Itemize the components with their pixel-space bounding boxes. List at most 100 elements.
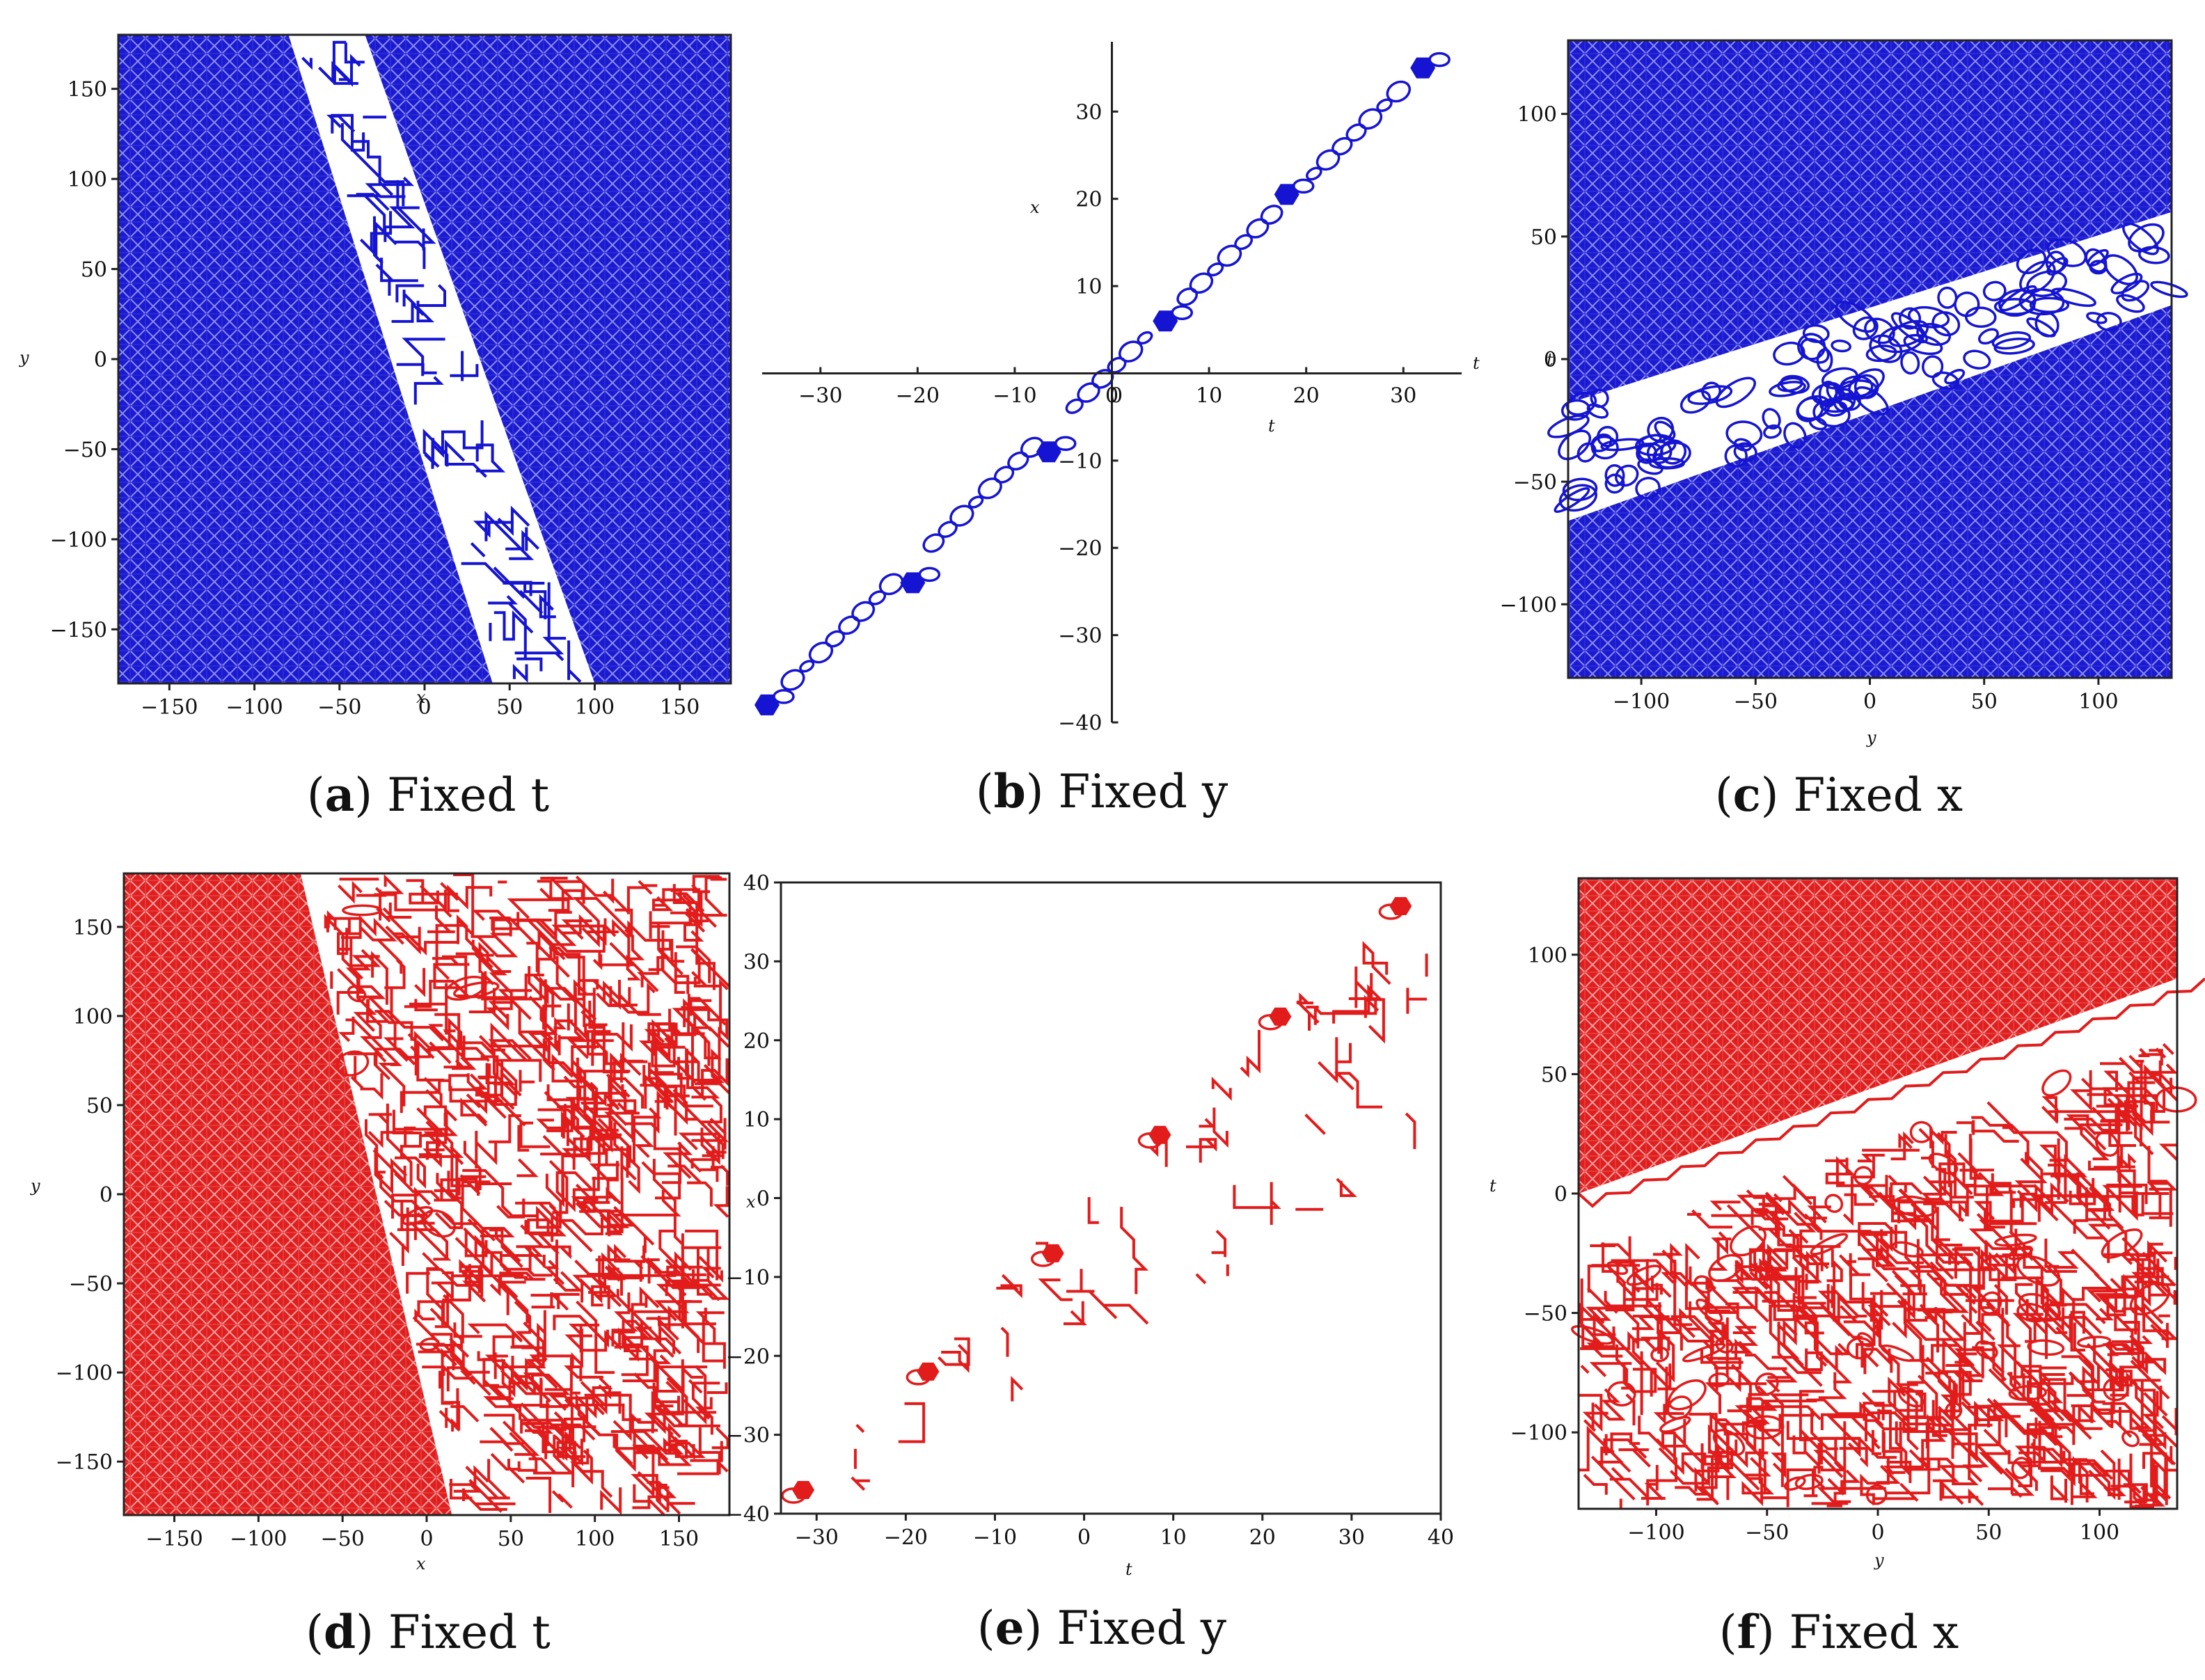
panel-e-peak-ring	[1258, 1013, 1283, 1031]
panel-c-contour-ring	[2128, 223, 2165, 253]
panel-c-contour-ring	[1937, 286, 1958, 309]
panel-c: −100 −50 0 50 100 100 50 0 −50 −100 t y (c) Fixed …	[1500, 39, 2188, 822]
panel-b-caption-text: Fixed y	[1058, 765, 1228, 818]
panel-c-contour-ring	[1819, 397, 1854, 413]
panel-b-ytick-label: 10	[1075, 275, 1102, 299]
panel-c-contour-ring	[2122, 222, 2159, 255]
panel-f-contour-ring	[1715, 1337, 1734, 1354]
panel-f-contour-ring	[1865, 1484, 1888, 1505]
panel-e-peak	[1389, 897, 1412, 916]
panel-f-contour-ring	[1708, 1372, 1730, 1388]
panel-c-contour-ring	[1590, 435, 1619, 460]
panel-d-contour-ring	[335, 1050, 370, 1077]
panel-c-plot	[1547, 40, 2188, 678]
panel-f-boundary-edge	[1577, 977, 2205, 1208]
panel-e-peak-ring	[1378, 903, 1404, 920]
panel-f-contour-ring	[1666, 1395, 1693, 1420]
panel-b-ytick-label: −20	[1058, 537, 1102, 561]
panel-b-peak-ring	[918, 566, 941, 583]
panel-a-xtick-label: −150	[141, 695, 198, 720]
panel-c-contour-ring	[1604, 463, 1625, 487]
panel-e-caption: (e) Fixed y	[977, 1601, 1227, 1655]
panel-f-contour-ring	[2008, 1385, 2048, 1402]
panel-c-contour-ring	[2103, 254, 2138, 285]
panel-e-ytick-label: 20	[743, 1029, 770, 1054]
panel-d-contour-ring	[402, 1206, 434, 1226]
panel-d-ytick-label: −150	[56, 1450, 113, 1475]
panel-e-ytick-label: 10	[743, 1108, 770, 1132]
panel-b-contour-ring	[851, 601, 876, 622]
panel-d-contour-ring	[422, 1209, 456, 1238]
panel-a-ytick-label: −50	[63, 438, 107, 462]
panel-c-contour-ring	[1762, 408, 1781, 430]
panel-e-caption-letter: e	[995, 1601, 1025, 1655]
panel-a: −150 −100 −50 0 50 100 150150100500−50−100−150…	[19, 33, 732, 822]
panel-f-contour-ring	[1571, 1325, 1614, 1345]
panel-f-contour-ring	[2018, 1292, 2062, 1322]
panel-f-contour-ring	[1794, 1473, 1824, 1491]
panel-c-contour-ring	[1954, 291, 1980, 317]
panel-e-peak	[1041, 1244, 1064, 1262]
panel-c-contour-ring	[1816, 348, 1833, 373]
panel-f-xtick-label: −100	[1627, 1521, 1684, 1545]
panel-c-contour-ring	[1890, 312, 1928, 344]
panel-c-ylabel: t	[1547, 350, 1554, 370]
panel-c-contour-ring	[1963, 349, 1991, 370]
panel-c-caption-text: Fixed x	[1794, 768, 1963, 822]
panel-f-contour-ring	[1928, 1152, 1959, 1175]
panel-c-contour-ring	[2026, 317, 2056, 338]
panel-f-contour-ring	[1909, 1120, 1934, 1143]
panel-d-plot	[124, 873, 731, 1516]
panel-d-contour-lines	[324, 873, 731, 1516]
panel-b-contour-ring	[993, 466, 1015, 484]
panel-c-contour-ring	[1763, 424, 1782, 439]
panel-d-ytick-label: −50	[69, 1272, 113, 1297]
panel-a-ytick-label: −150	[50, 618, 107, 642]
panel-b-contour-ring	[799, 660, 815, 673]
panel-d-contour-ring	[347, 985, 367, 1003]
panel-c-contour-ring	[1831, 339, 1851, 353]
panel-b-xtick-label: −30	[798, 383, 842, 408]
panel-b-contour-ring	[1345, 123, 1367, 142]
panel-c-contour-ring	[2110, 272, 2143, 294]
panel-d-contour-ring	[445, 975, 487, 1001]
panel-b-contour-ring	[922, 533, 945, 553]
panel-c-contour-ring	[1724, 444, 1748, 468]
panel-c-xtick-label: 0	[1863, 690, 1876, 714]
panel-b-contour-ring	[1246, 218, 1270, 239]
panel-f-contour-ring	[1755, 1372, 1779, 1396]
panel-f-contour-ring	[1650, 1346, 1670, 1363]
panel-c-contour-ring	[1554, 487, 1590, 513]
panel-b-peak-ring	[1054, 436, 1077, 452]
panel-f-caption-text: Fixed x	[1789, 1606, 1959, 1659]
panel-b-peak	[1410, 57, 1436, 79]
panel-c-contour-ring	[1991, 331, 2032, 350]
panel-f-contour-ring	[1626, 1265, 1662, 1286]
panel-f-contour-ring	[1975, 1340, 1998, 1360]
panel-c-xtick-label: 50	[1971, 690, 1998, 714]
panel-a-ytick-label: 50	[81, 258, 107, 283]
panel-c-contour-ring	[2138, 246, 2170, 264]
panel-c-contour-ring	[1931, 311, 1961, 337]
panel-a-xtick-label: 50	[496, 695, 523, 720]
panel-f-contour-ring	[1745, 1415, 1785, 1440]
panel-c-contour-ring	[2029, 296, 2070, 313]
panel-d-contour-fill	[124, 873, 452, 1515]
panel-f-contour-ring	[1708, 1253, 1744, 1283]
panel-f: −100 −50 0 50 100 100 50 0 −50 −100 y t (f) Fixed…	[1489, 877, 2205, 1659]
panel-e-peak-ring	[906, 1369, 931, 1386]
panel-d-ytick-label: 100	[73, 1005, 113, 1029]
panel-b-axes: −30 −20 −10 0 10 20 30 0 30 20 10 −10 −20 −30 −40	[762, 42, 1462, 736]
panel-f-ytick-label: 0	[1554, 1182, 1567, 1207]
panel-e-xtick-label: −30	[795, 1526, 839, 1550]
panel-c-contour-ring	[1560, 399, 1591, 421]
panel-d-xtick-label: 0	[420, 1527, 433, 1551]
panel-f-contour-ring	[2011, 1457, 2031, 1480]
panel-b-peak-ring	[1171, 305, 1194, 320]
panel-f-xtick-label: 50	[1975, 1521, 2002, 1545]
panel-f-contour-ring	[1846, 1337, 1874, 1360]
panel-d-axes: −150 −100 −50 0 50 100 150 150 100 50 0 −50 −100 −150	[56, 872, 731, 1551]
panel-b-caption: (b) Fixed y	[976, 764, 1228, 818]
panel-c-contour-ring	[1725, 420, 1763, 447]
